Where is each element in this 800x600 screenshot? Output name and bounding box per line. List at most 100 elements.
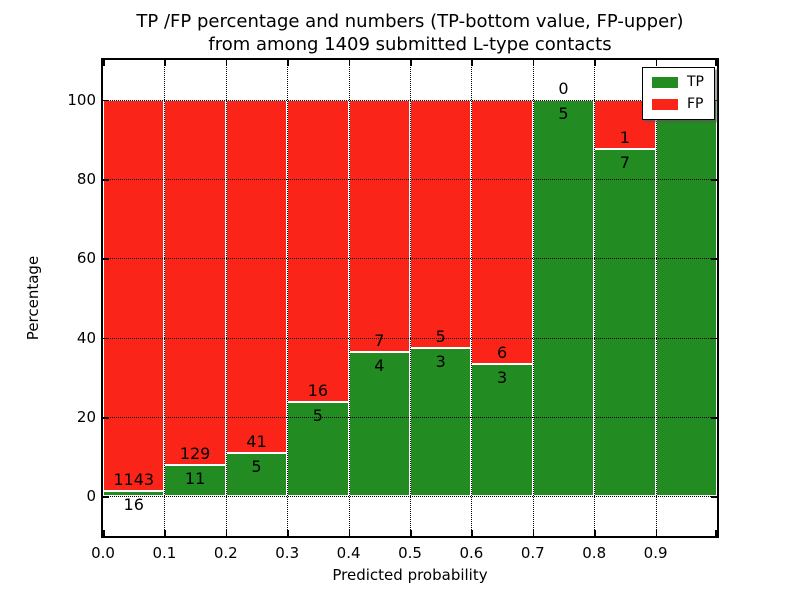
v-gridline-0.4 [348,60,350,536]
x-tick-mark-top [410,60,412,66]
tp-segment [471,364,533,497]
fp-segment [287,99,349,402]
stacked-bar-bin-0.5 [410,99,472,497]
tp-segment [410,347,472,497]
x-tick-mark-top [655,60,658,66]
x-tick-mark-top [594,60,596,66]
fp-count-label: 129 [179,444,211,464]
x-tick-mark [532,530,535,536]
y-tick-label-40: 40 [76,328,96,347]
y-tick-mark [103,417,109,419]
v-gridline-0.7 [532,60,534,536]
v-gridline-0.6 [471,60,473,536]
x-tick-mark-top [287,60,289,66]
y-tick-mark [103,258,109,260]
fp-count-label: 5 [435,326,446,346]
x-tick-mark [225,530,228,536]
y-tick-label-80: 80 [76,170,96,188]
stacked-bar-bin-0.8 [594,99,656,497]
y-axis-label: Percentage [24,255,42,341]
fp-count-label: 1 [619,128,630,148]
tp-count-label: 16 [123,494,144,514]
x-tick-label-0.1: 0.1 [152,544,177,562]
x-tick-mark-top [348,60,351,66]
fp-count-label: 16 [307,380,329,400]
x-tick-label-0.3: 0.3 [275,544,300,562]
tp-count-label: 5 [251,457,262,477]
legend-entry-fp: FP [652,97,704,111]
tp-segment [655,99,717,497]
fp-count-label: 7 [374,331,385,351]
tp-count-label: 11 [184,469,206,489]
y-tick-label-20: 20 [76,408,96,426]
stacked-bar-bin-0.0 [103,99,165,497]
y-tick-label-60: 60 [76,249,96,268]
chart-title-line2: from among 1409 submitted L-type contact… [208,34,612,55]
stacked-bar-bin-0.4 [348,99,410,497]
chart-title-line1: TP /FP percentage and numbers (TP-bottom… [136,11,684,32]
v-gridline-0.3 [287,60,289,536]
x-tick-mark [410,530,412,536]
x-tick-mark-top [471,60,473,66]
fp-segment [225,99,288,454]
fp-count-label: 41 [246,432,267,452]
x-tick-label-0.7: 0.7 [520,544,545,562]
tp-count-label: 5 [558,103,569,123]
fp-segment [410,99,472,348]
x-tick-mark [594,530,596,536]
x-tick-mark [471,530,473,536]
tp-segment [164,465,226,497]
tp-count-label: 7 [619,153,630,173]
x-tick-mark-top [225,60,228,66]
x-axis-label: Predicted probability [332,566,488,584]
fp-segment [164,99,226,466]
x-tick-label-0.8: 0.8 [582,544,607,562]
x-tick-mark-top [164,60,166,66]
x-tick-label-0.9: 0.9 [643,544,668,562]
v-gridline-0.1 [164,60,166,536]
legend-label-fp: FP [687,96,704,112]
y-tick-label-100: 100 [67,90,96,109]
y-tick-label-0: 0 [86,487,96,506]
fp-segment [103,99,165,491]
x-tick-label-0.2: 0.2 [213,544,238,562]
y-tick-mark-right [711,417,717,419]
y-tick-mark-right [711,337,717,340]
x-tick-mark [348,530,351,536]
y-tick-mark [103,179,109,181]
fp-count-label: 0 [558,78,569,98]
y-tick-mark [103,337,109,340]
stacked-bar-bin-0.3 [287,99,349,497]
x-tick-label-0.0: 0.0 [91,544,115,562]
y-tick-mark [103,496,109,498]
tp-count-label: 4 [374,356,385,376]
stacked-bar-bin-0.7 [532,99,595,497]
tp-count-label: 3 [435,351,446,371]
y-tick-mark-right [711,496,717,498]
legend: TP FP [642,67,715,120]
fp-count-label: 6 [497,343,508,363]
fp-count-label: 1143 [113,469,155,489]
tp-count-label: 3 [497,368,508,388]
x-tick-mark [715,530,717,536]
stacked-bar-bin-0.1 [164,99,226,497]
fp-swatch-icon [652,98,678,110]
x-tick-label-0.6: 0.6 [459,544,484,562]
x-tick-mark-top [103,60,105,66]
tp-count-label: 5 [312,405,323,425]
legend-label-tp: TP [687,74,704,90]
fp-segment [348,99,410,353]
fp-segment [471,99,533,365]
x-tick-mark [164,530,166,536]
tp-segment [532,99,595,497]
stacked-bar-bin-0.6 [471,99,533,497]
v-gridline-0.2 [225,60,227,536]
y-tick-mark-right [711,179,717,181]
v-gridline-0.5 [410,60,411,536]
tp-segment [103,490,165,497]
x-tick-mark [287,530,289,536]
tp-segment [594,149,656,497]
x-tick-mark-top [715,60,717,66]
x-tick-label-0.4: 0.4 [336,544,361,562]
